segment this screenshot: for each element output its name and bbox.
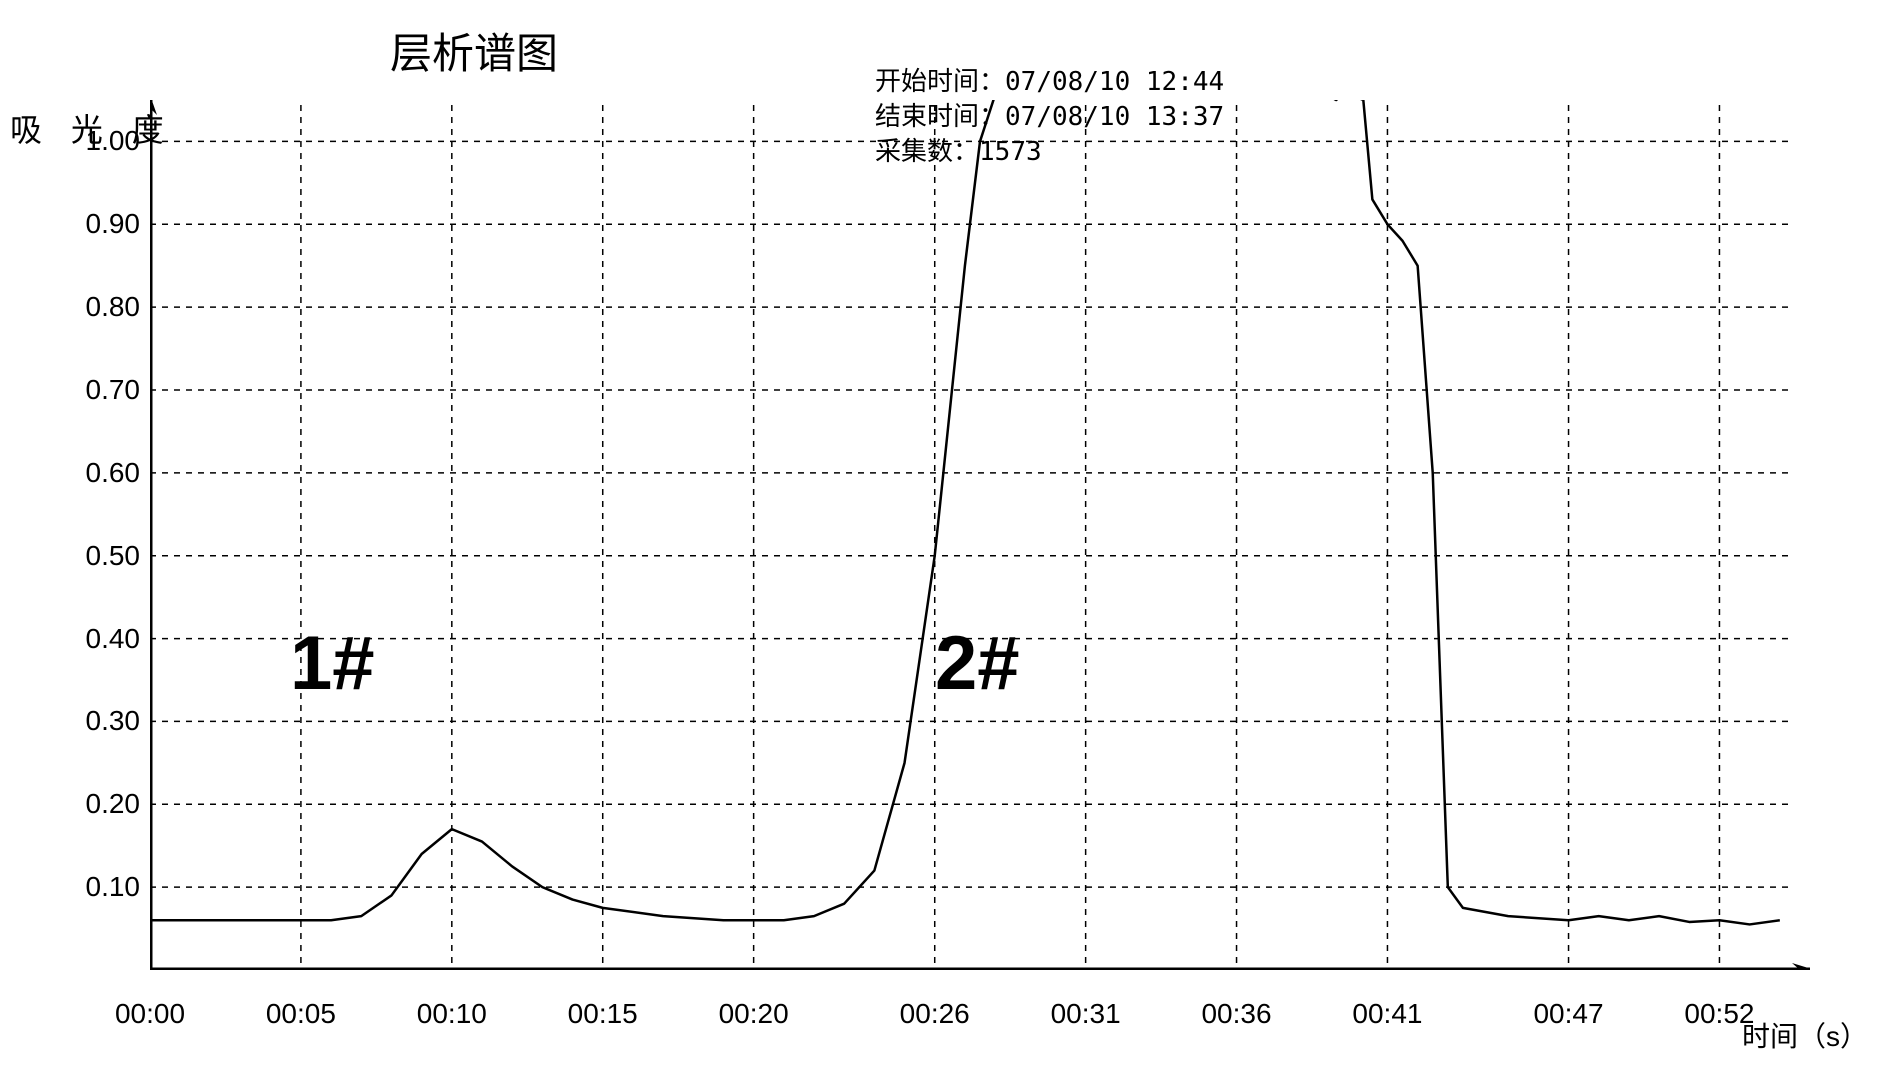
start-time-value: 07/08/10 12:44 bbox=[1005, 67, 1224, 97]
x-tick-label: 00:41 bbox=[1337, 998, 1437, 1030]
peak-label: 2# bbox=[935, 620, 1020, 707]
y-tick-label: 0.10 bbox=[60, 871, 140, 903]
plot-area bbox=[150, 100, 1810, 970]
chart-svg bbox=[150, 100, 1810, 970]
chromatogram-chart: 层析谱图 吸 光 度 时间（s） 开始时间：07/08/10 12:44 结束时… bbox=[0, 0, 1888, 1065]
x-tick-label: 00:00 bbox=[100, 998, 200, 1030]
x-tick-label: 00:52 bbox=[1669, 998, 1769, 1030]
start-time-label: 开始时间： bbox=[875, 67, 1005, 97]
x-tick-label: 00:15 bbox=[553, 998, 653, 1030]
x-tick-label: 00:47 bbox=[1519, 998, 1619, 1030]
y-tick-label: 0.70 bbox=[60, 374, 140, 406]
peak-label: 1# bbox=[290, 620, 375, 707]
y-tick-label: 0.60 bbox=[60, 457, 140, 489]
chart-title: 层析谱图 bbox=[390, 20, 558, 81]
x-tick-label: 00:36 bbox=[1187, 998, 1287, 1030]
y-tick-label: 0.80 bbox=[60, 291, 140, 323]
y-tick-label: 0.50 bbox=[60, 540, 140, 572]
x-tick-label: 00:10 bbox=[402, 998, 502, 1030]
x-tick-label: 00:26 bbox=[885, 998, 985, 1030]
x-tick-label: 00:05 bbox=[251, 998, 351, 1030]
y-tick-label: 1.00 bbox=[60, 125, 140, 157]
y-tick-label: 0.20 bbox=[60, 788, 140, 820]
x-tick-label: 00:20 bbox=[704, 998, 804, 1030]
y-tick-label: 0.90 bbox=[60, 208, 140, 240]
y-tick-label: 0.30 bbox=[60, 705, 140, 737]
y-tick-label: 0.40 bbox=[60, 623, 140, 655]
x-tick-label: 00:31 bbox=[1036, 998, 1136, 1030]
